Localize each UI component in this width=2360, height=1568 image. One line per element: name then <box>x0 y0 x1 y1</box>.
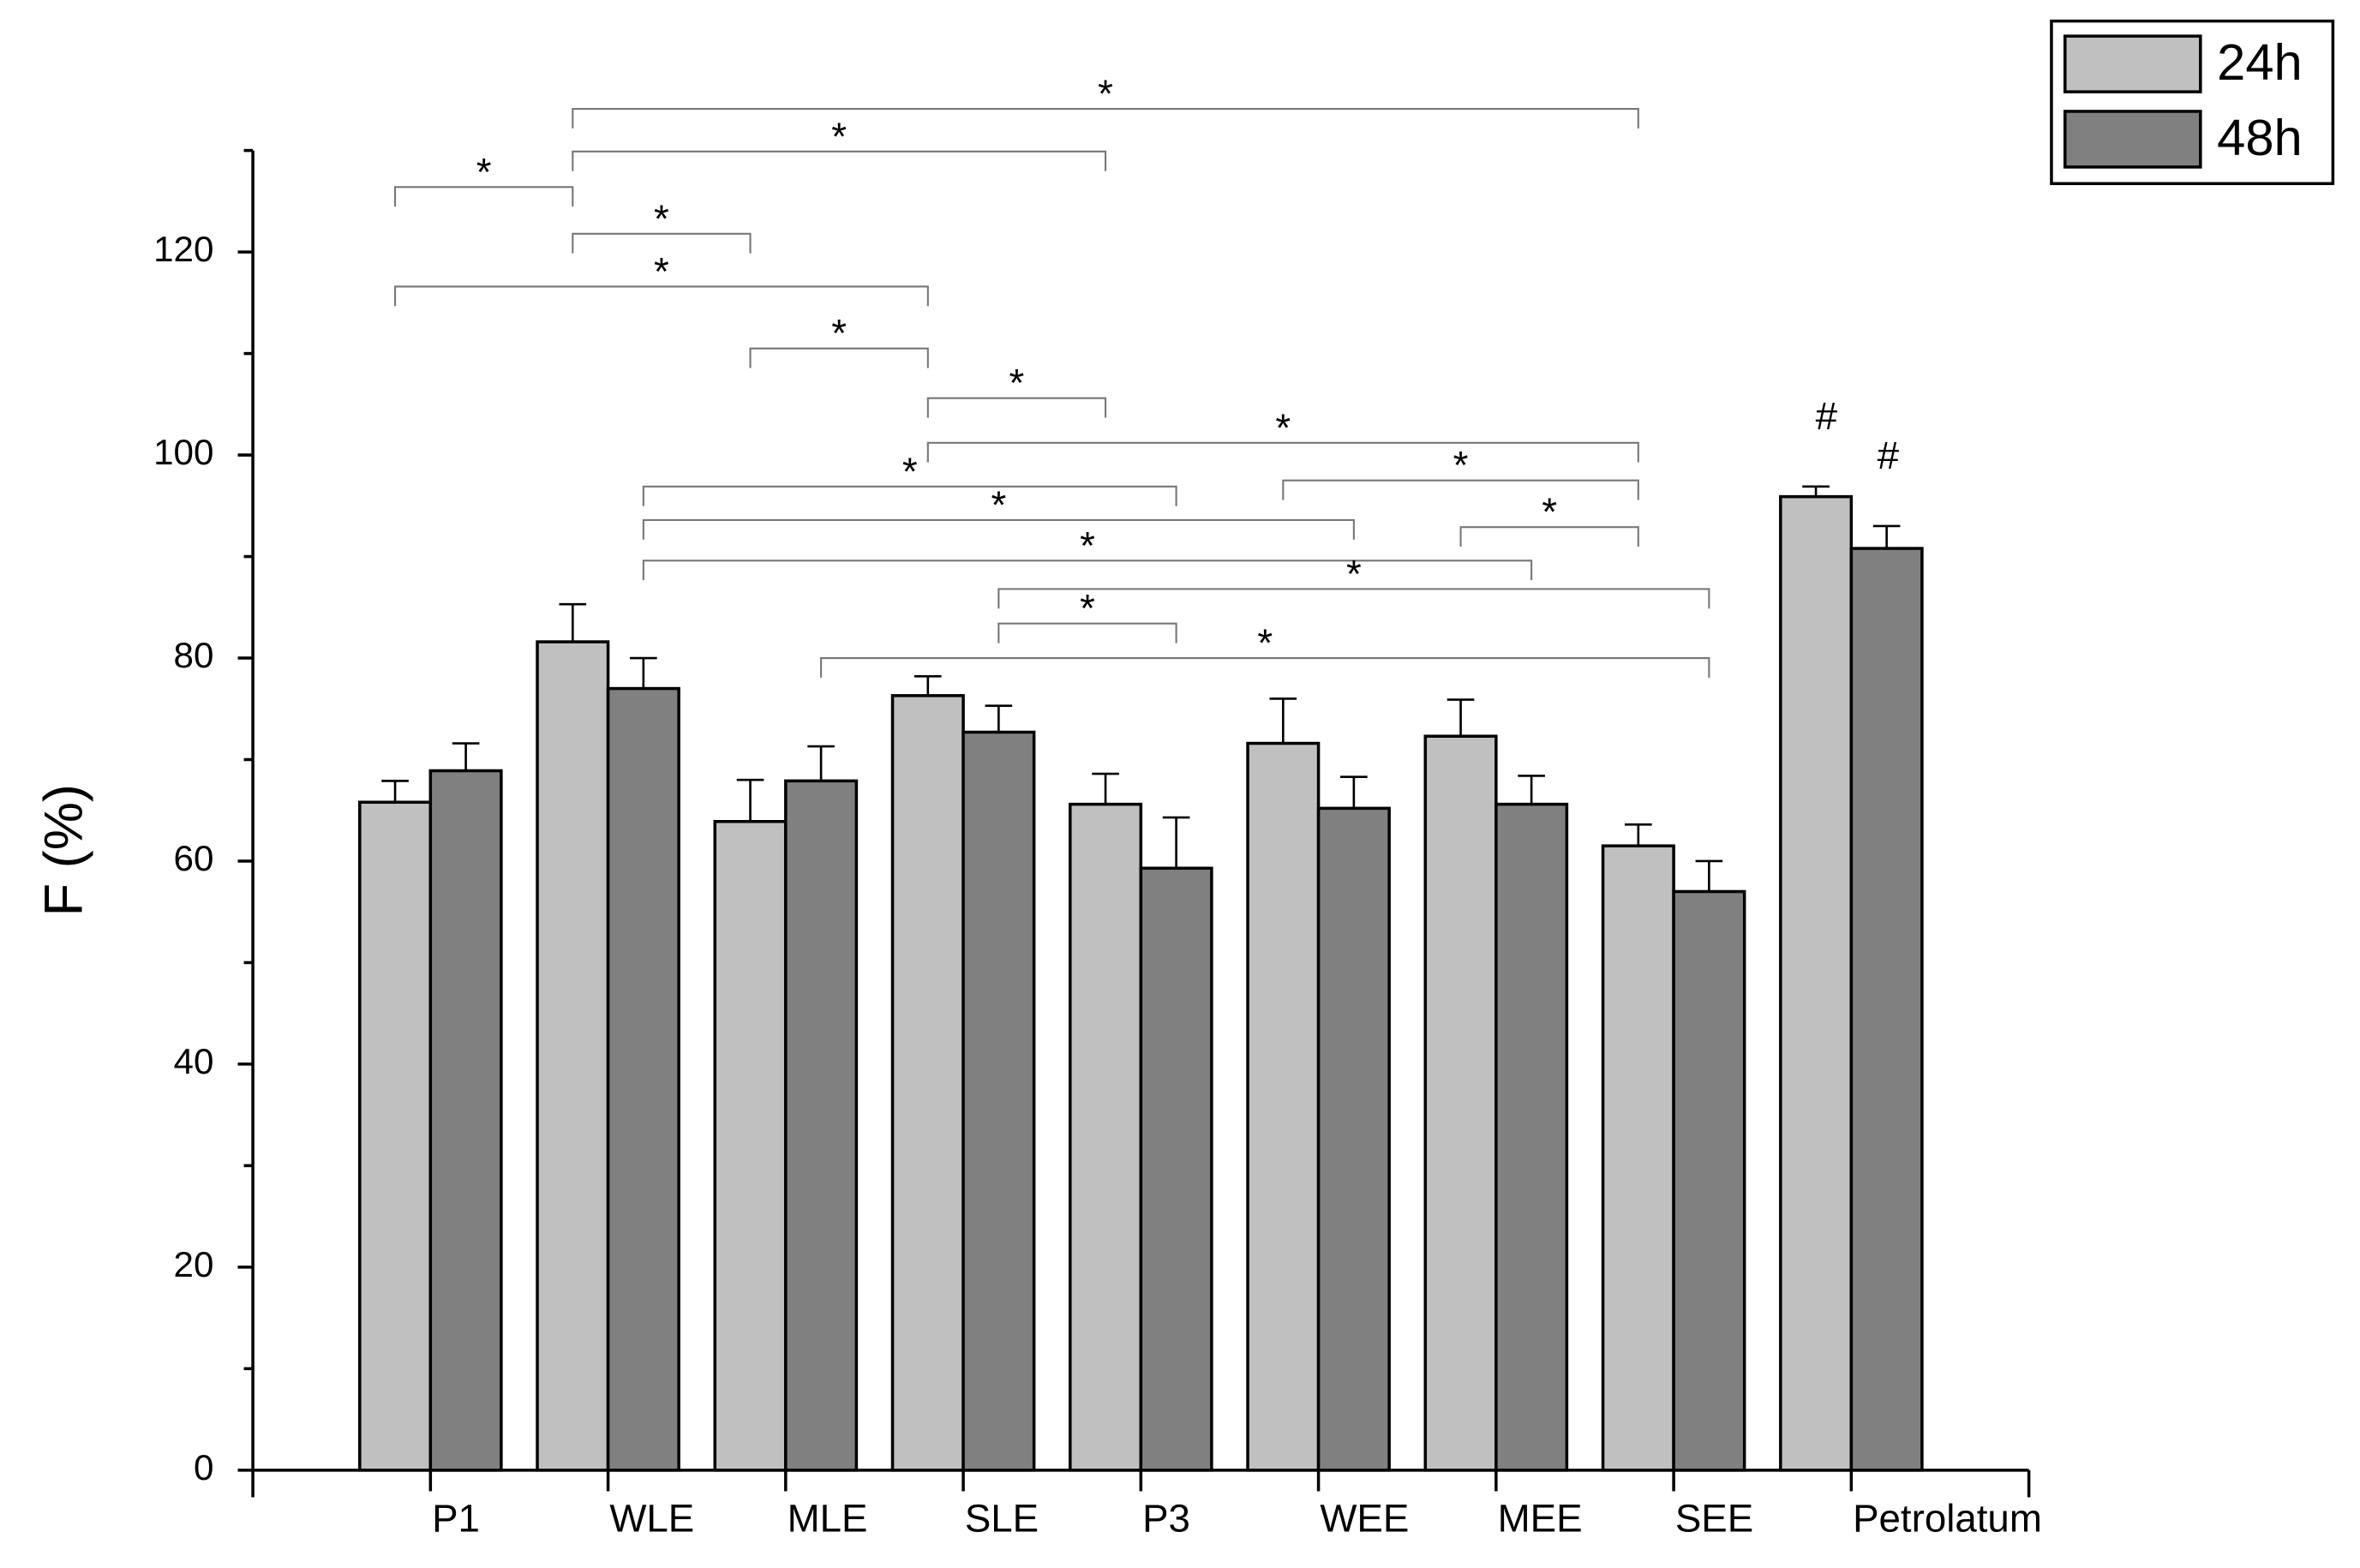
bar <box>784 779 859 1472</box>
y-tick-label: 60 <box>174 838 214 878</box>
x-tick-label: SLE <box>965 1497 1039 1541</box>
bar <box>536 640 610 1472</box>
significance-star: * <box>902 450 918 494</box>
y-tick-label: 120 <box>153 229 213 269</box>
bar <box>1316 806 1391 1472</box>
y-axis-label: F (%) <box>34 784 94 916</box>
significance-bracket <box>393 285 929 307</box>
significance-bracket <box>572 150 1107 171</box>
legend-label: 48h <box>2217 109 2303 166</box>
bar <box>1849 547 1924 1472</box>
significance-star: * <box>1453 444 1469 488</box>
bar <box>1246 741 1321 1472</box>
x-tick-label: Petrolatum <box>1853 1497 2042 1541</box>
bar <box>713 820 788 1472</box>
significance-bracket <box>926 397 1107 418</box>
significance-bracket <box>642 518 1355 540</box>
bar <box>1779 494 1854 1472</box>
significance-star: * <box>1346 552 1362 595</box>
significance-bracket <box>393 186 574 207</box>
legend-swatch <box>2063 110 2202 169</box>
significance-star: * <box>1257 621 1273 665</box>
marker: # <box>1878 434 1900 477</box>
significance-bracket <box>572 107 1639 129</box>
bar <box>1069 802 1143 1472</box>
significance-star: * <box>1080 524 1095 567</box>
significance-star: * <box>1080 587 1095 631</box>
significance-bracket <box>1459 526 1639 548</box>
significance-star: * <box>1009 362 1025 405</box>
legend-label: 24h <box>2217 33 2303 91</box>
significance-bracket <box>642 560 1533 581</box>
significance-bracket <box>749 347 929 368</box>
bar <box>961 730 1036 1472</box>
x-tick-label: P1 <box>432 1497 480 1541</box>
y-tick-label: 0 <box>194 1447 213 1487</box>
significance-bracket <box>572 232 752 254</box>
x-tick-label: SEE <box>1675 1497 1753 1541</box>
bar <box>1672 889 1746 1472</box>
significance-star: * <box>991 483 1006 527</box>
y-tick-label: 80 <box>174 635 214 675</box>
bar <box>1494 802 1569 1472</box>
x-tick-label: MEE <box>1498 1497 1583 1541</box>
significance-bracket <box>642 485 1177 506</box>
significance-star: * <box>831 312 847 356</box>
significance-star: * <box>476 150 492 194</box>
significance-bracket <box>997 588 1710 609</box>
marker: # <box>1816 394 1838 438</box>
significance-star: * <box>1542 490 1557 534</box>
x-tick-label: MLE <box>788 1497 868 1541</box>
bar <box>890 694 965 1472</box>
y-tick-label: 40 <box>174 1041 214 1081</box>
significance-star: * <box>1098 72 1113 116</box>
significance-bracket <box>997 622 1177 643</box>
significance-bracket <box>926 441 1639 463</box>
bar <box>606 686 680 1472</box>
significance-bracket <box>820 656 1710 678</box>
significance-star: * <box>654 249 669 293</box>
x-tick-label: WLE <box>609 1497 694 1541</box>
x-tick-label: WEE <box>1320 1497 1409 1541</box>
x-tick-label: P3 <box>1142 1497 1190 1541</box>
bar <box>1139 866 1213 1472</box>
significance-star: * <box>1275 406 1291 450</box>
bar <box>1601 844 1675 1472</box>
significance-star: * <box>831 115 847 159</box>
bar <box>1423 734 1498 1472</box>
y-tick-label: 20 <box>174 1244 214 1284</box>
significance-bracket <box>1282 479 1639 500</box>
bar <box>428 769 503 1472</box>
legend-swatch <box>2063 34 2202 93</box>
bar <box>358 800 433 1472</box>
y-tick-label: 100 <box>153 432 213 472</box>
significance-star: * <box>654 197 669 241</box>
